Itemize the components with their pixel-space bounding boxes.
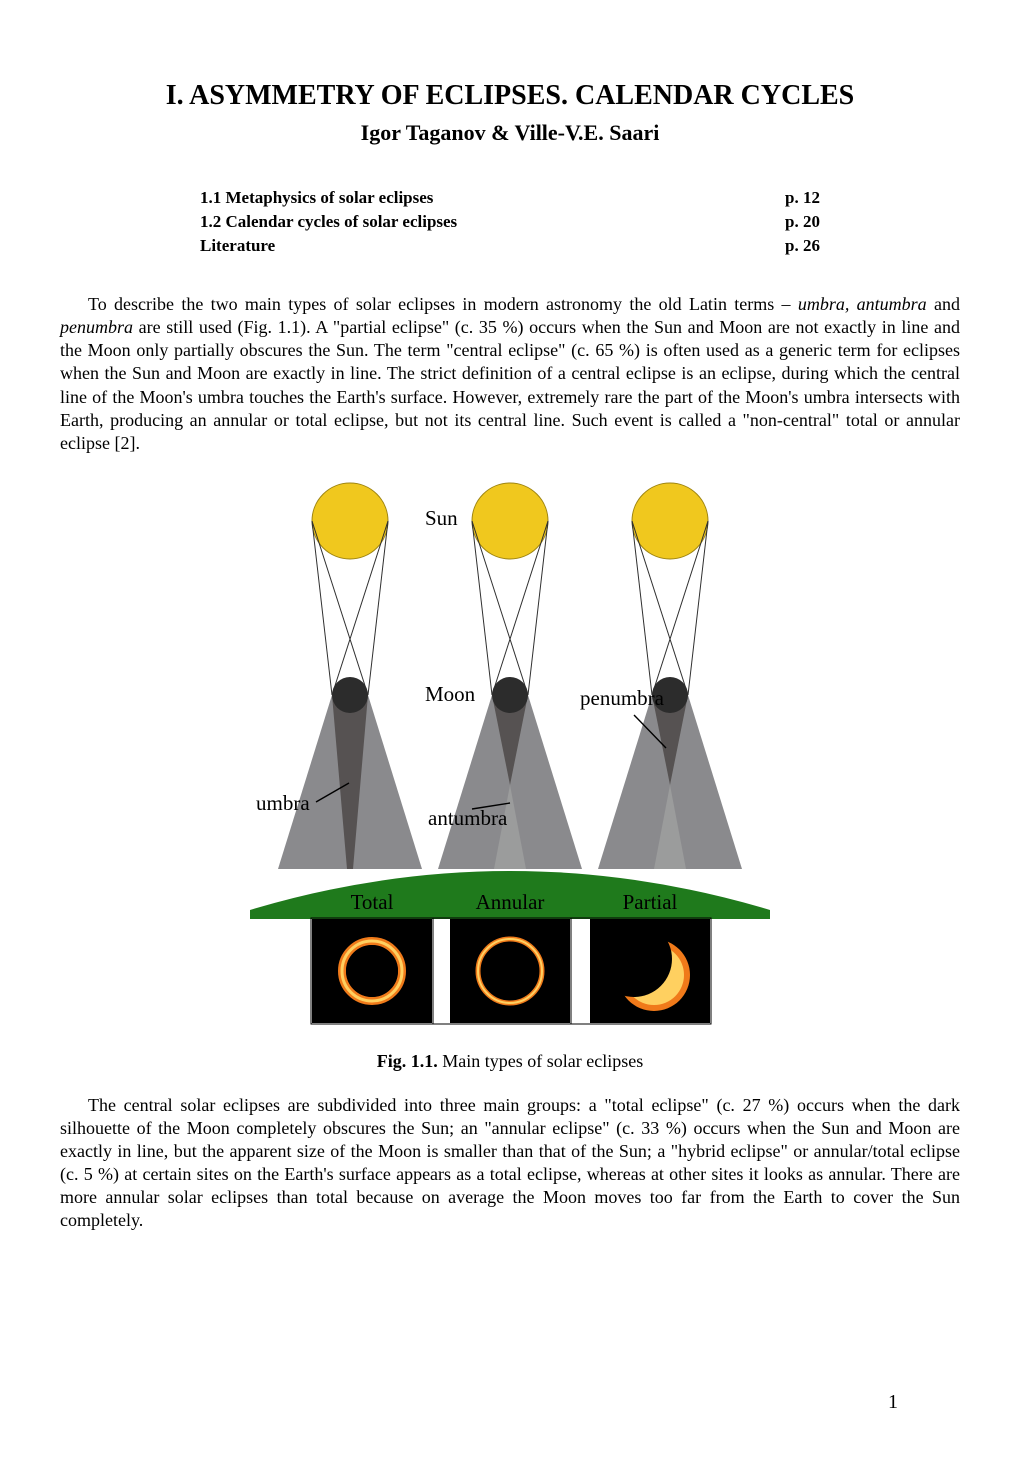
toc-row: 1.2 Calendar cycles of solar eclipses p.… (200, 210, 820, 234)
label-penumbra: penumbra (580, 686, 665, 710)
toc-page: p. 26 (785, 234, 820, 258)
moon-disc (596, 921, 672, 997)
toc-label: Literature (200, 234, 275, 258)
table-of-contents: 1.1 Metaphysics of solar eclipses p. 12 … (200, 186, 820, 257)
text-run: and (927, 294, 960, 314)
moon-disc (346, 945, 398, 997)
label-partial: Partial (623, 890, 678, 914)
photo-annular (450, 919, 570, 1023)
toc-label: 1.2 Calendar cycles of solar eclipses (200, 210, 457, 234)
figcap-text: Main types of solar eclipses (438, 1051, 643, 1071)
sun-icon (632, 483, 708, 559)
chapter-title: I. ASYMMETRY OF ECLIPSES. CALENDAR CYCLE… (60, 80, 960, 112)
toc-page: p. 20 (785, 210, 820, 234)
figure-caption: Fig. 1.1. Main types of solar eclipses (60, 1051, 960, 1072)
text-run: To describe the two main types of solar … (88, 294, 798, 314)
sun-icon (312, 483, 388, 559)
intro-paragraph-1: To describe the two main types of solar … (60, 293, 960, 454)
label-sun: Sun (425, 506, 458, 530)
authors-line: Igor Taganov & Ville-V.E. Saari (60, 120, 960, 146)
toc-row: 1.1 Metaphysics of solar eclipses p. 12 (200, 186, 820, 210)
label-umbra: umbra (256, 791, 310, 815)
text-run: are still used (Fig. 1.1). A "partial ec… (60, 317, 960, 452)
label-annular: Annular (476, 890, 545, 914)
eclipse-diagram: Sun Moon umbra antumbra penumbra Total A… (250, 473, 770, 1033)
text-italic: umbra, antumbra (798, 294, 927, 314)
figcap-number: Fig. 1.1. (377, 1051, 438, 1071)
toc-label: 1.1 Metaphysics of solar eclipses (200, 186, 433, 210)
intro-paragraph-2: The central solar eclipses are subdivide… (60, 1094, 960, 1232)
moon-icon (492, 677, 528, 713)
sun-icon (472, 483, 548, 559)
text-italic: penumbra (60, 317, 133, 337)
label-total: Total (351, 890, 394, 914)
page-number: 1 (888, 1391, 898, 1414)
figure-1-1: Sun Moon umbra antumbra penumbra Total A… (60, 473, 960, 1033)
toc-page: p. 12 (785, 186, 820, 210)
label-moon: Moon (425, 682, 476, 706)
label-antumbra: antumbra (428, 806, 508, 830)
toc-row: Literature p. 26 (200, 234, 820, 258)
moon-icon (332, 677, 368, 713)
